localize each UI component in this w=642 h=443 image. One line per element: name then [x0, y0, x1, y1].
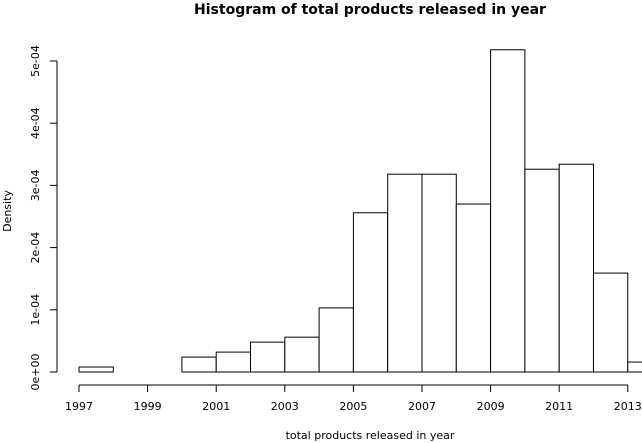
bar	[318, 307, 354, 373]
bar	[490, 49, 526, 373]
bar	[455, 203, 492, 373]
bar	[421, 173, 457, 373]
bar	[78, 366, 114, 373]
bar	[250, 341, 286, 373]
y-tick-label: 1e-04	[29, 294, 42, 326]
x-axis-label: total products released in year	[286, 429, 455, 442]
bar	[181, 356, 217, 373]
bar	[387, 173, 423, 373]
bar	[592, 272, 629, 373]
bar	[627, 361, 642, 373]
x-tick-label: 2005	[339, 400, 367, 413]
x-tick-label: 2007	[408, 400, 436, 413]
x-tick-label: 2003	[271, 400, 299, 413]
y-tick-label: 4e-04	[29, 107, 42, 139]
x-tick-label: 2009	[477, 400, 505, 413]
bar	[558, 163, 594, 373]
y-tick-label: 3e-04	[29, 170, 42, 202]
x-tick-label: 1999	[134, 400, 162, 413]
bar	[284, 336, 320, 373]
bar	[215, 351, 252, 373]
y-axis-label: Density	[1, 190, 14, 232]
x-tick-label: 2013	[614, 400, 642, 413]
x-tick-label: 1997	[65, 400, 93, 413]
y-tick-label: 5e-04	[29, 45, 42, 77]
x-tick-label: 2011	[545, 400, 573, 413]
chart-title: Histogram of total products released in …	[194, 2, 546, 18]
y-tick-label: 0e+00	[29, 354, 42, 391]
y-tick-label: 2e-04	[29, 232, 42, 264]
bar	[352, 212, 389, 373]
bar	[524, 168, 560, 373]
x-tick-label: 2001	[202, 400, 230, 413]
